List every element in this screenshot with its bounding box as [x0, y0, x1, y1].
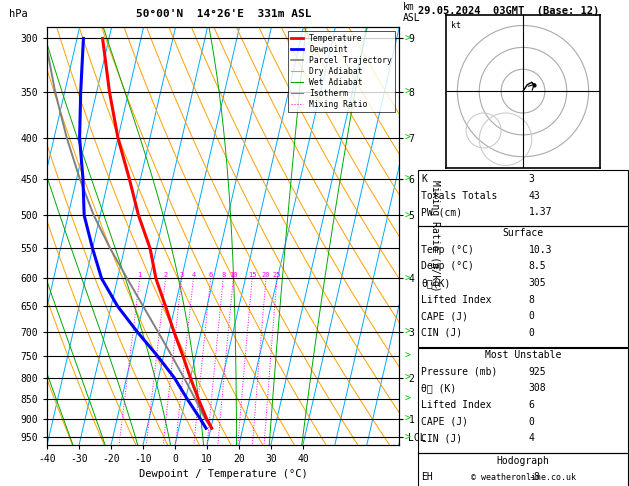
Text: kt: kt — [451, 21, 461, 30]
Text: >: > — [404, 373, 410, 383]
Text: 8.5: 8.5 — [528, 261, 546, 272]
Text: CAPE (J): CAPE (J) — [421, 417, 469, 427]
Text: θᴇ (K): θᴇ (K) — [421, 383, 457, 394]
Text: -8: -8 — [528, 472, 540, 483]
Text: >: > — [404, 87, 410, 97]
Text: 3: 3 — [528, 174, 534, 184]
Text: 1.37: 1.37 — [528, 207, 552, 217]
Text: km
ASL: km ASL — [403, 2, 420, 23]
Text: CIN (J): CIN (J) — [421, 328, 462, 338]
Text: 308: 308 — [528, 383, 546, 394]
Text: K: K — [421, 174, 427, 184]
Text: 0: 0 — [528, 311, 534, 321]
Text: PW (cm): PW (cm) — [421, 207, 462, 217]
Text: 4: 4 — [191, 273, 196, 278]
Text: Lifted Index: Lifted Index — [421, 295, 492, 305]
Text: Pressure (mb): Pressure (mb) — [421, 367, 498, 377]
Text: 10: 10 — [229, 273, 238, 278]
Text: 20: 20 — [262, 273, 270, 278]
Text: 0: 0 — [528, 417, 534, 427]
Text: Lifted Index: Lifted Index — [421, 400, 492, 410]
Text: 25: 25 — [273, 273, 281, 278]
Text: θᴇ(K): θᴇ(K) — [421, 278, 451, 288]
Text: 305: 305 — [528, 278, 546, 288]
Text: 1: 1 — [138, 273, 142, 278]
Text: >: > — [404, 327, 410, 337]
Text: >: > — [404, 210, 410, 220]
Text: Hodograph: Hodograph — [496, 456, 550, 466]
Text: >: > — [404, 433, 410, 442]
Text: hPa: hPa — [9, 9, 28, 19]
Text: 29.05.2024  03GMT  (Base: 12): 29.05.2024 03GMT (Base: 12) — [418, 6, 599, 16]
Text: EH: EH — [421, 472, 433, 483]
Text: 925: 925 — [528, 367, 546, 377]
Text: Temp (°C): Temp (°C) — [421, 245, 474, 255]
Text: >: > — [404, 174, 410, 184]
Text: Most Unstable: Most Unstable — [485, 350, 561, 361]
Text: Dewp (°C): Dewp (°C) — [421, 261, 474, 272]
Text: >: > — [404, 133, 410, 143]
Text: 6: 6 — [528, 400, 534, 410]
Text: >: > — [404, 414, 410, 424]
Text: 15: 15 — [248, 273, 257, 278]
Text: 2: 2 — [164, 273, 168, 278]
Text: 6: 6 — [208, 273, 213, 278]
Text: 43: 43 — [528, 191, 540, 201]
Legend: Temperature, Dewpoint, Parcel Trajectory, Dry Adiabat, Wet Adiabat, Isotherm, Mi: Temperature, Dewpoint, Parcel Trajectory… — [287, 31, 396, 112]
Text: >: > — [404, 274, 410, 283]
Y-axis label: Mixing Ratio (g/kg): Mixing Ratio (g/kg) — [430, 180, 440, 292]
Text: >: > — [404, 351, 410, 361]
Text: >: > — [404, 34, 410, 43]
Text: 8: 8 — [221, 273, 225, 278]
Text: 8: 8 — [528, 295, 534, 305]
X-axis label: Dewpoint / Temperature (°C): Dewpoint / Temperature (°C) — [139, 469, 308, 479]
Text: CAPE (J): CAPE (J) — [421, 311, 469, 321]
Text: 4: 4 — [528, 433, 534, 443]
Text: © weatheronline.co.uk: © weatheronline.co.uk — [470, 473, 576, 482]
Text: 0: 0 — [528, 328, 534, 338]
Text: 50°00'N  14°26'E  331m ASL: 50°00'N 14°26'E 331m ASL — [135, 9, 311, 19]
Text: 10.3: 10.3 — [528, 245, 552, 255]
Text: CIN (J): CIN (J) — [421, 433, 462, 443]
Text: Totals Totals: Totals Totals — [421, 191, 498, 201]
Text: 3: 3 — [179, 273, 184, 278]
Text: Surface: Surface — [503, 228, 543, 239]
Text: >: > — [404, 394, 410, 404]
